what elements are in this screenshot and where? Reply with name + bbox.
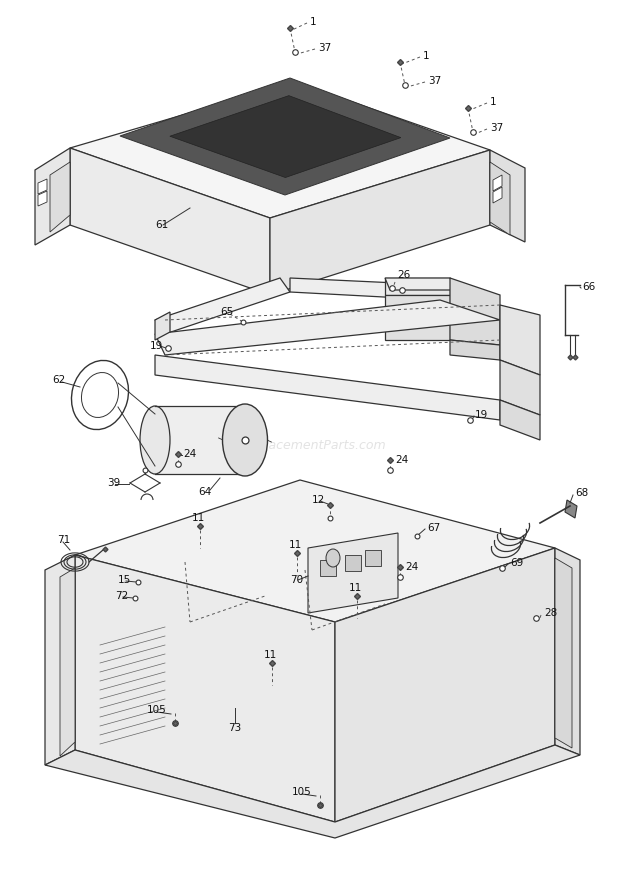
Polygon shape (493, 187, 502, 203)
Text: 105: 105 (292, 787, 312, 797)
Polygon shape (493, 175, 502, 191)
Polygon shape (385, 278, 450, 295)
Text: eReplacementParts.com: eReplacementParts.com (234, 438, 386, 452)
Text: 11: 11 (349, 583, 362, 593)
Text: 64: 64 (198, 487, 211, 497)
Polygon shape (75, 480, 555, 622)
Polygon shape (120, 78, 450, 195)
Polygon shape (70, 82, 490, 218)
Text: 67: 67 (427, 523, 440, 533)
Text: 1: 1 (490, 97, 497, 107)
Text: 28: 28 (544, 608, 557, 618)
Text: 37: 37 (490, 123, 503, 133)
Polygon shape (345, 555, 361, 571)
Text: 11: 11 (289, 540, 303, 550)
Polygon shape (490, 162, 510, 235)
Text: 61: 61 (155, 220, 168, 230)
Text: 24: 24 (405, 562, 418, 572)
Polygon shape (38, 191, 47, 206)
Text: 69: 69 (510, 558, 523, 568)
Polygon shape (490, 150, 525, 242)
Ellipse shape (140, 406, 170, 474)
Polygon shape (450, 278, 500, 345)
Text: 68: 68 (575, 488, 588, 498)
Text: 1: 1 (423, 51, 430, 61)
Text: 37: 37 (428, 76, 441, 86)
Polygon shape (155, 312, 170, 340)
Text: 66: 66 (582, 282, 595, 292)
Polygon shape (70, 148, 270, 295)
Text: 11: 11 (192, 513, 205, 523)
Polygon shape (290, 278, 440, 300)
Text: 1: 1 (310, 17, 317, 27)
Text: 15: 15 (118, 575, 131, 585)
Ellipse shape (223, 404, 267, 476)
Text: 39: 39 (107, 478, 120, 488)
Polygon shape (308, 533, 398, 613)
Polygon shape (60, 568, 75, 756)
Polygon shape (155, 300, 500, 355)
Text: 70: 70 (290, 575, 303, 585)
Text: 73: 73 (228, 723, 242, 733)
Text: 26: 26 (397, 270, 410, 280)
Polygon shape (555, 558, 572, 748)
Polygon shape (75, 555, 335, 822)
Ellipse shape (326, 549, 340, 567)
Text: 19: 19 (475, 410, 489, 420)
Polygon shape (155, 355, 500, 420)
Text: 19: 19 (150, 341, 163, 351)
Text: 65: 65 (220, 307, 233, 317)
Polygon shape (35, 148, 70, 245)
Polygon shape (565, 500, 577, 518)
Polygon shape (155, 406, 245, 474)
Polygon shape (335, 548, 555, 822)
Text: 37: 37 (318, 43, 331, 53)
Polygon shape (450, 340, 500, 360)
Text: 72: 72 (115, 591, 128, 601)
Polygon shape (365, 550, 381, 566)
Text: 105: 105 (147, 705, 167, 715)
Polygon shape (500, 360, 540, 415)
Text: 12: 12 (312, 495, 326, 505)
Text: 24: 24 (395, 455, 408, 465)
Text: 11: 11 (264, 650, 277, 660)
Polygon shape (385, 295, 450, 340)
Polygon shape (45, 745, 580, 838)
Polygon shape (45, 555, 75, 765)
Polygon shape (320, 560, 336, 576)
Polygon shape (500, 305, 540, 375)
Text: 24: 24 (183, 449, 197, 459)
Polygon shape (500, 400, 540, 440)
Polygon shape (38, 179, 47, 194)
Text: 62: 62 (52, 375, 65, 385)
Polygon shape (170, 95, 401, 178)
Polygon shape (270, 150, 490, 295)
Polygon shape (155, 278, 290, 334)
Text: 71: 71 (57, 535, 70, 545)
Polygon shape (385, 278, 456, 290)
Polygon shape (50, 162, 70, 232)
Polygon shape (555, 548, 580, 755)
